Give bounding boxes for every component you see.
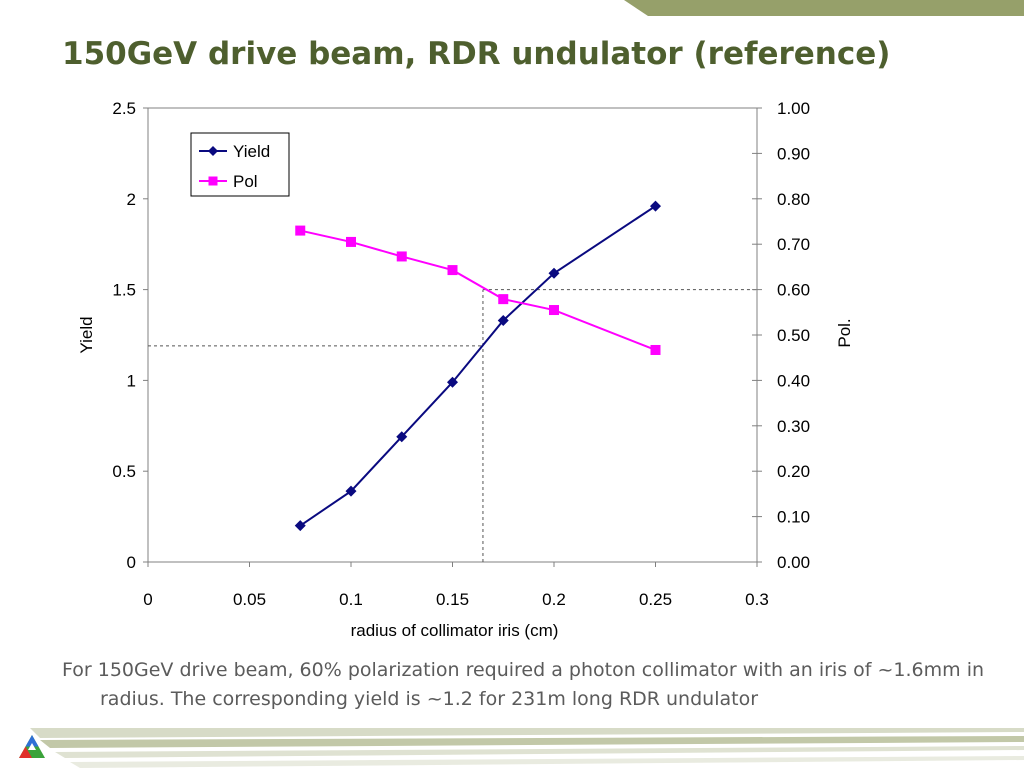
data-point-yield: [345, 485, 357, 497]
data-point-yield: [294, 520, 306, 532]
caption: For 150GeV drive beam, 60% polarization …: [62, 656, 992, 714]
data-point-yield: [548, 267, 560, 279]
y2-tick-label: 0.20: [777, 462, 810, 481]
y2-tick-label: 0.30: [777, 417, 810, 436]
y-axis-label: Yield: [77, 316, 96, 353]
triangle-logo-icon: [19, 735, 45, 758]
x-tick-label: 0.15: [436, 590, 469, 609]
legend-label: Yield: [233, 142, 270, 161]
caption-text: For 150GeV drive beam, 60% polarization …: [62, 659, 985, 710]
y-tick-label: 0: [127, 553, 136, 572]
y2-tick-label: 1.00: [777, 99, 810, 118]
legend-label: Pol: [233, 172, 258, 191]
top-accent-bar: [624, 0, 1024, 16]
footer-stripes: [30, 728, 1024, 768]
data-point-pol: [447, 265, 458, 276]
y-tick-label: 1: [127, 371, 136, 390]
y2-axis-label: Pol.: [835, 318, 854, 347]
series-line-pol: [300, 229, 656, 351]
x-tick-label: 0.3: [745, 590, 769, 609]
x-tick-label: 0.1: [339, 590, 363, 609]
x-tick-label: 0: [143, 590, 152, 609]
data-point-yield: [396, 431, 408, 443]
y2-tick-label: 0.00: [777, 553, 810, 572]
chart: 00.511.522.50.000.100.200.300.400.500.60…: [77, 99, 854, 640]
y2-tick-label: 0.40: [777, 371, 810, 390]
data-point-pol: [498, 294, 509, 305]
data-point-pol: [650, 344, 661, 355]
x-tick-label: 0.05: [233, 590, 266, 609]
x-axis-label: radius of collimator iris (cm): [351, 621, 559, 640]
slide-title: 150GeV drive beam, RDR undulator (refere…: [62, 36, 891, 72]
y-tick-label: 2: [127, 190, 136, 209]
y2-tick-label: 0.50: [777, 326, 810, 345]
data-point-pol: [396, 251, 407, 262]
data-point-yield: [497, 314, 509, 326]
data-point-yield: [650, 200, 661, 212]
y2-tick-label: 0.10: [777, 508, 810, 527]
legend: [190, 132, 290, 197]
x-tick-label: 0.2: [542, 590, 566, 609]
data-point-pol: [549, 305, 559, 316]
data-point-pol: [346, 236, 356, 247]
y-tick-label: 0.5: [112, 462, 136, 481]
data-point-pol: [295, 225, 306, 236]
data-point-yield: [447, 376, 458, 388]
y-tick-label: 2.5: [112, 99, 136, 118]
y2-tick-label: 0.60: [777, 281, 810, 300]
y-tick-label: 1.5: [112, 281, 136, 300]
y2-tick-label: 0.80: [777, 190, 810, 209]
x-tick-label: 0.25: [639, 590, 672, 609]
y2-tick-label: 0.70: [777, 235, 810, 254]
legend-swatch-marker: [208, 176, 218, 186]
y2-tick-label: 0.90: [777, 144, 810, 163]
series-line-yield: [299, 205, 657, 527]
legend-swatch-marker: [208, 146, 218, 156]
